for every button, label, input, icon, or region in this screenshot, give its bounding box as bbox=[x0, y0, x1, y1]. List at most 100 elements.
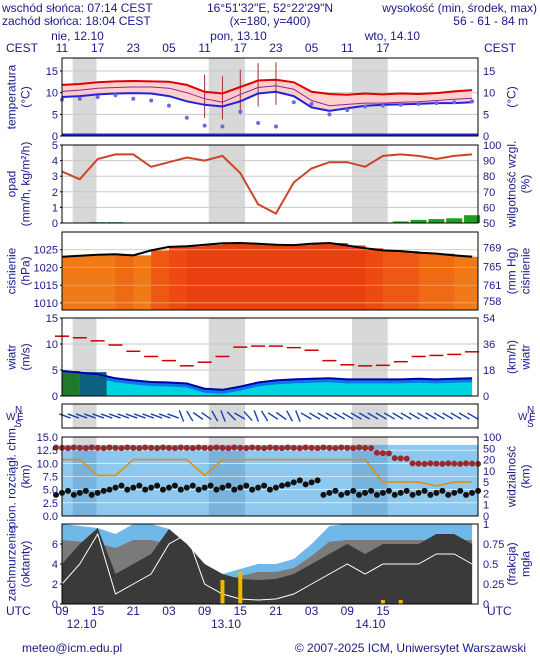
low-cloud-line bbox=[61, 532, 473, 601]
cloud-top-dot bbox=[320, 444, 327, 451]
cloud-base-dot bbox=[272, 484, 279, 491]
cloud-top-dot bbox=[415, 460, 422, 467]
fog-bar bbox=[238, 572, 243, 604]
axis-title-line: ciśnienie bbox=[518, 247, 532, 294]
cloud-top-dot bbox=[82, 445, 89, 452]
y-tick-right: 20 bbox=[483, 455, 495, 467]
cloud-top-dot bbox=[76, 444, 83, 451]
wind-arrow bbox=[142, 413, 155, 419]
hour-label-bottom: 21 bbox=[127, 604, 141, 618]
dew-point-dot bbox=[416, 101, 421, 106]
cloud-base-dot bbox=[385, 487, 392, 494]
cloud-top-dot bbox=[207, 445, 214, 452]
y-tick-left: 1010 bbox=[34, 298, 58, 310]
pressure-fill bbox=[275, 244, 295, 310]
cloud-top-dot bbox=[350, 445, 357, 452]
cloud-top-dot bbox=[148, 444, 155, 451]
cloud-base-dot bbox=[255, 484, 262, 491]
y-tick-right: 5 bbox=[483, 109, 489, 121]
cloud-top-dot bbox=[439, 460, 446, 467]
y-tick-right: 50 bbox=[483, 218, 495, 230]
wind-arrow bbox=[276, 411, 287, 421]
dew-point-dot bbox=[291, 100, 296, 105]
plot-border bbox=[61, 57, 479, 137]
y-tick-left: 15 bbox=[46, 66, 58, 78]
plot-border bbox=[61, 231, 479, 311]
compass-s: S bbox=[15, 419, 22, 430]
cloud-base-dot bbox=[451, 489, 458, 496]
precip-bar bbox=[464, 215, 481, 223]
cloud-top-dot bbox=[112, 444, 119, 451]
hour-label-top: 11 bbox=[198, 41, 211, 55]
cloud-top-dot bbox=[433, 460, 440, 467]
hour-label-top: 17 bbox=[234, 41, 248, 55]
cloud-top-dot bbox=[106, 444, 113, 451]
y-tick-right: 0 bbox=[483, 131, 489, 143]
cloud-base-dot bbox=[213, 486, 220, 493]
cloud-base-dot bbox=[344, 489, 351, 496]
wind-arrow bbox=[92, 413, 105, 419]
cloud-top-dot bbox=[344, 444, 351, 451]
cloud-base-dot bbox=[433, 489, 440, 496]
hour-label-top: 23 bbox=[127, 41, 141, 55]
wind-line bbox=[61, 370, 473, 391]
y-tick-left: 10 bbox=[46, 88, 58, 100]
axis-title-left: pion. rozciągł. chm.(km) bbox=[5, 425, 33, 528]
cloud-base-dot bbox=[439, 487, 446, 494]
cloud-base-dot bbox=[201, 484, 208, 491]
cloud-extent-fill bbox=[62, 444, 478, 516]
cloud-base-dot bbox=[415, 489, 422, 496]
y-tick-right: 2 bbox=[483, 488, 489, 500]
cloud-base-dot bbox=[53, 491, 59, 498]
cloud-base-dot bbox=[373, 491, 380, 498]
wind-arrow bbox=[408, 412, 420, 420]
y-tick-left: 7.5 bbox=[43, 472, 58, 484]
cloud-base-dot bbox=[76, 489, 83, 496]
axis-title-right: (°C) bbox=[505, 86, 519, 107]
cloud-base-dot bbox=[118, 482, 125, 489]
cloud-top-dot bbox=[368, 445, 375, 452]
cloud-top-dot bbox=[332, 445, 339, 452]
y-tick-right: 1 bbox=[483, 500, 489, 512]
footer: meteo@icm.edu.pl © 2007-2025 ICM, Uniwer… bbox=[22, 641, 526, 655]
y-tick-left: 10 bbox=[46, 339, 58, 351]
cloud-base-dot bbox=[409, 491, 416, 498]
y-tick-left: 4 bbox=[52, 156, 58, 168]
plot-border bbox=[61, 317, 479, 397]
top-timeline: CEST CEST nie, 12.10 pon, 13.10 wto, 14.10… bbox=[6, 29, 517, 55]
y-tick-left: 0 bbox=[52, 131, 58, 143]
y-tick-left: 1 bbox=[52, 202, 58, 214]
cloud-top-dot bbox=[171, 445, 178, 452]
cloud-base-dot bbox=[302, 481, 309, 488]
pressure-fill bbox=[400, 251, 420, 310]
precip-bar bbox=[410, 219, 427, 223]
cloud-extent-night bbox=[208, 444, 246, 516]
axis-title-line: widzialność bbox=[505, 446, 519, 508]
day-label-bottom: 13.10 bbox=[211, 617, 241, 631]
dew-point-dot bbox=[327, 112, 332, 117]
cloud-base-dot bbox=[284, 481, 291, 488]
day-label-bottom: 14.10 bbox=[355, 617, 385, 631]
precip-humidity-panel: 0 1 2 3 4 5 50 60 70 80 90 100 opad(mm/h, kg/m²/h) wi… bbox=[5, 140, 533, 230]
cloud-top-dot bbox=[409, 460, 416, 467]
dew-point-dot bbox=[434, 101, 439, 106]
y-tick-left: 6 bbox=[52, 539, 58, 551]
email-link[interactable]: meteo@icm.edu.pl bbox=[22, 641, 122, 655]
y-tick-right: 90 bbox=[483, 156, 495, 168]
cloud-top-dot bbox=[165, 444, 172, 451]
axis-title-line: (km/h) bbox=[505, 340, 519, 374]
y-tick-right: 0.25 bbox=[483, 579, 504, 591]
dew-point-dot bbox=[131, 96, 136, 101]
cloud-base-dot bbox=[427, 491, 434, 498]
cloud-base-dot bbox=[165, 484, 172, 491]
cloud-top-dot bbox=[130, 444, 137, 451]
hour-label-bottom: 03 bbox=[162, 604, 176, 618]
cloud-base-dot bbox=[142, 486, 149, 493]
y-tick-right: 0 bbox=[483, 391, 489, 403]
cloud-top-dot bbox=[314, 445, 321, 452]
dew-point-dot bbox=[238, 109, 243, 114]
fog-bar bbox=[398, 600, 403, 604]
y-tick-left: 2 bbox=[52, 579, 58, 591]
